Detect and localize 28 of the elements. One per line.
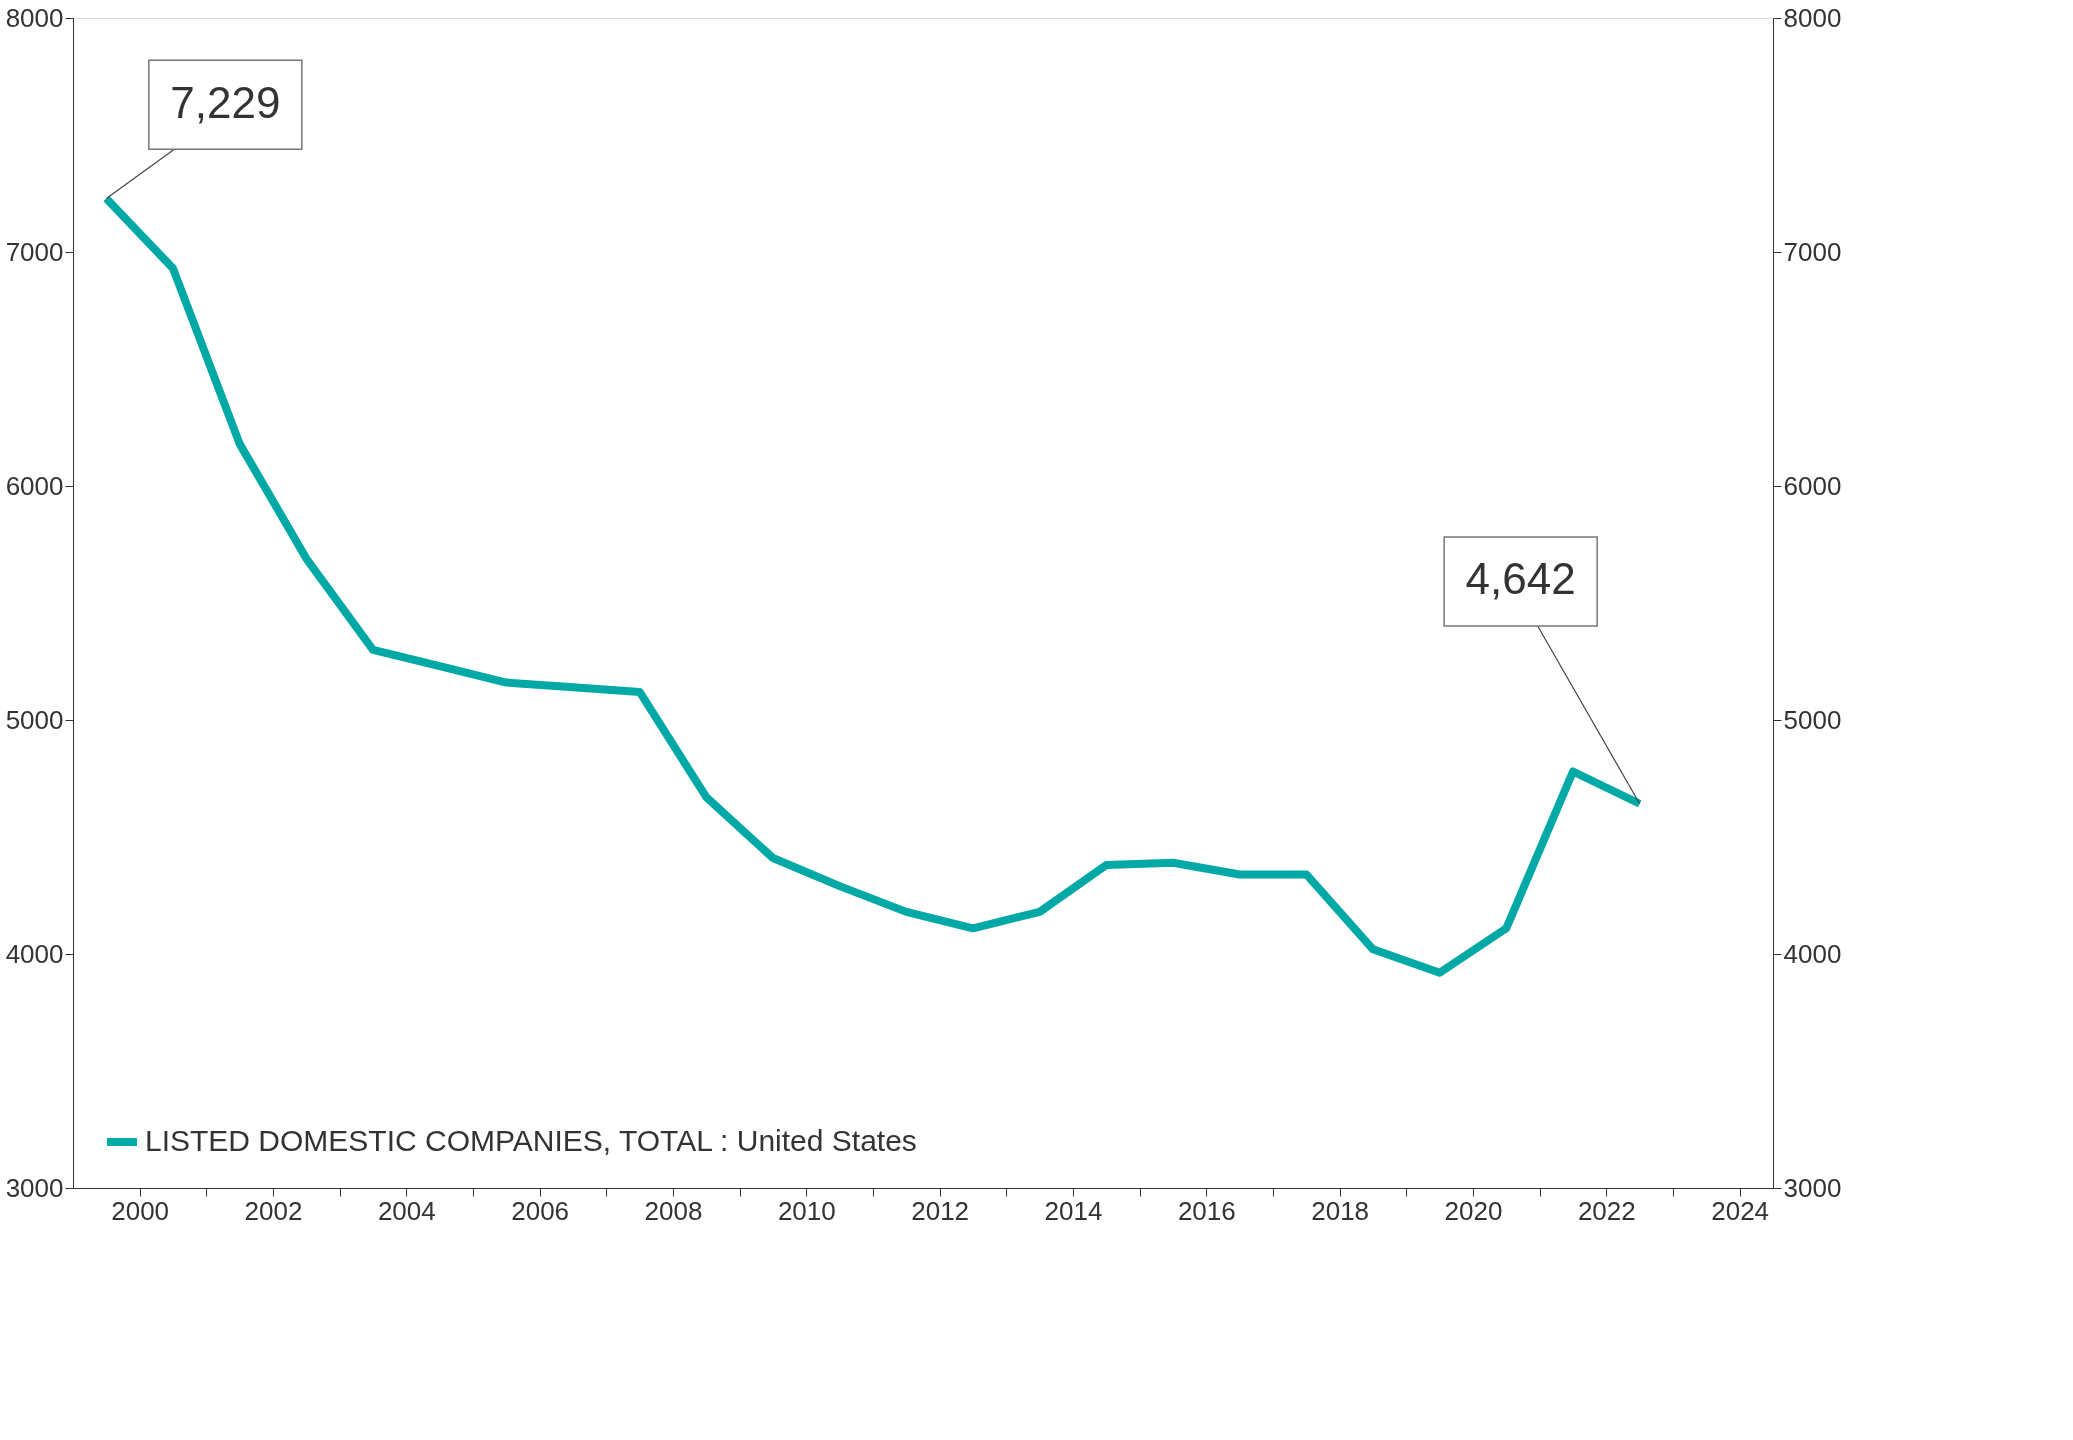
x-tick-label: 2018	[1311, 1195, 1370, 1226]
x-tick-label: 2020	[1444, 1195, 1503, 1226]
y2-tick-label: 5000	[1783, 704, 1842, 735]
x-tick-label: 2024	[1711, 1195, 1770, 1226]
x-tick-label: 2010	[777, 1195, 836, 1226]
x-tick-label: 2006	[511, 1195, 570, 1226]
y-tick-label: 4000	[5, 938, 64, 969]
y-tick-label: 6000	[5, 470, 64, 501]
annotation: 7,229	[170, 77, 281, 127]
x-tick-label: 2000	[111, 1195, 170, 1226]
x-tick-label: 2022	[1577, 1195, 1636, 1226]
y-tick-label: 7000	[5, 236, 64, 267]
y2-tick-label: 8000	[1783, 2, 1842, 33]
x-tick-label: 2016	[1177, 1195, 1236, 1226]
x-tick-label: 2002	[244, 1195, 303, 1226]
y2-tick-label: 6000	[1783, 470, 1842, 501]
y2-tick-label: 4000	[1783, 938, 1842, 969]
annotation: 4,642	[1465, 554, 1576, 604]
y2-tick-label: 3000	[1783, 1172, 1842, 1203]
y-tick-label: 5000	[5, 704, 64, 735]
legend-label: LISTED DOMESTIC COMPANIES, TOTAL : United States	[145, 1124, 917, 1157]
x-tick-label: 2014	[1044, 1195, 1103, 1226]
y-tick-label: 8000	[5, 2, 64, 33]
x-tick-label: 2012	[911, 1195, 970, 1226]
x-tick-label: 2004	[377, 1195, 436, 1226]
y-tick-label: 3000	[5, 1172, 64, 1203]
x-tick-label: 2008	[644, 1195, 703, 1226]
y2-tick-label: 7000	[1783, 236, 1842, 267]
